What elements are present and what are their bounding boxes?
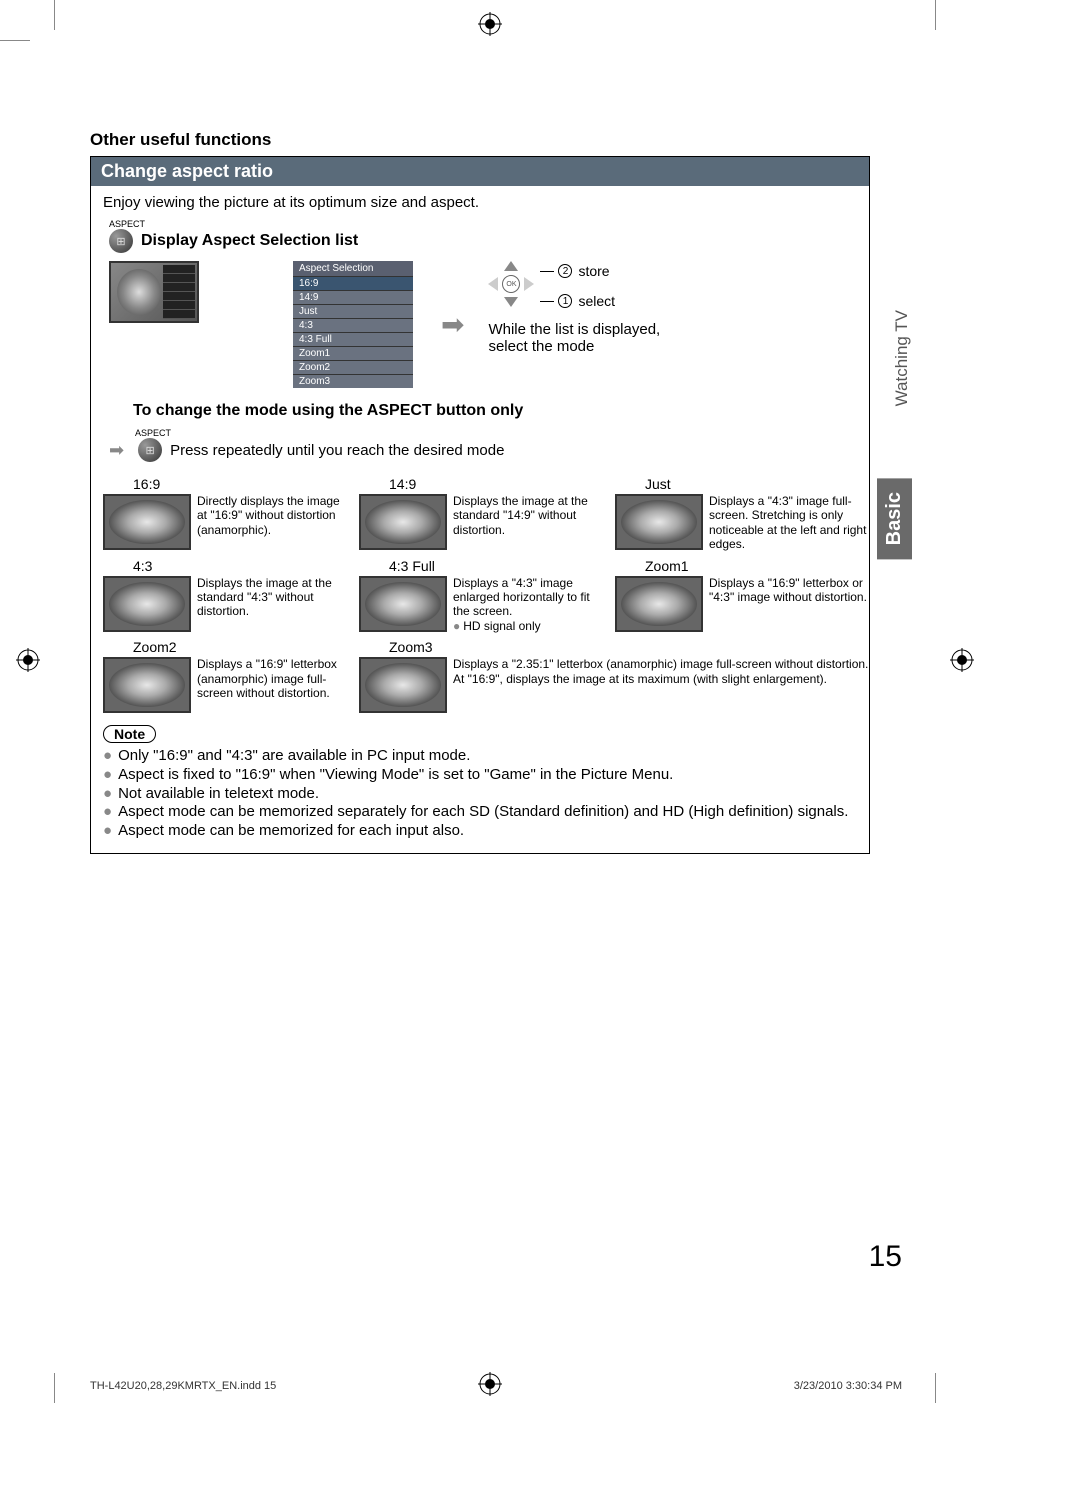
note-label: Note	[103, 725, 156, 743]
step-num: 2	[558, 264, 572, 278]
section-bar: Change aspect ratio	[91, 157, 869, 186]
mode-zoom2: Zoom2 Displays a "16:9" letterbox (anamo…	[103, 639, 353, 713]
mode-thumb	[103, 657, 191, 713]
aspect-label: ASPECT	[109, 219, 857, 229]
mode-thumb	[359, 657, 447, 713]
while-text: While the list is displayed, select the …	[488, 321, 660, 355]
aspect-button-icon: ⊞	[138, 438, 162, 462]
mode-thumb	[615, 576, 703, 632]
aspect-list-item: Zoom2	[293, 360, 413, 374]
aspect-button-icon: ⊞	[109, 229, 133, 253]
change-mode-heading: To change the mode using the ASPECT butt…	[133, 402, 857, 420]
aspect-label: ASPECT	[135, 428, 857, 438]
footer-filename: TH-L42U20,28,29KMRTX_EN.indd 15	[90, 1380, 276, 1392]
step-num: 1	[558, 294, 572, 308]
side-tab-watching: Watching TV	[892, 310, 912, 406]
arrow-icon: ➡	[441, 308, 464, 341]
store-label: store	[578, 263, 609, 279]
mode-thumb	[103, 494, 191, 550]
mode-4-3-full: 4:3 Full Displays a "4:3" image enlarged…	[359, 558, 609, 634]
aspect-list-item: 4:3 Full	[293, 332, 413, 346]
note-list: ●Only "16:9" and "4:3" are available in …	[103, 747, 857, 841]
side-tab-basic: Basic	[877, 478, 912, 559]
registration-mark	[950, 648, 974, 672]
mode-thumb	[359, 494, 447, 550]
section-title: Other useful functions	[90, 130, 870, 150]
aspect-list-item: Zoom1	[293, 346, 413, 360]
dpad-icon: OK	[488, 261, 534, 307]
registration-mark	[478, 1372, 502, 1396]
aspect-list-item: 16:9	[293, 276, 413, 290]
mode-thumb	[615, 494, 703, 550]
mode-4-3: 4:3 Displays the image at the standard "…	[103, 558, 353, 634]
aspect-list-item: 14:9	[293, 290, 413, 304]
intro-text: Enjoy viewing the picture at its optimum…	[103, 194, 857, 211]
mode-16-9: 16:9 Directly displays the image at "16:…	[103, 476, 353, 552]
aspect-list-item: Just	[293, 304, 413, 318]
aspect-list-header: Aspect Selection	[293, 261, 413, 276]
mode-thumb	[359, 576, 447, 632]
mode-zoom3: Zoom3 Displays a "2.35:1" letterbox (ana…	[359, 639, 875, 713]
mode-14-9: 14:9 Displays the image at the standard …	[359, 476, 609, 552]
display-heading: Display Aspect Selection list	[141, 232, 358, 250]
mode-zoom1: Zoom1 Displays a "16:9" letterbox or "4:…	[615, 558, 875, 634]
arrow-icon: ➡	[109, 440, 124, 461]
aspect-selection-list: Aspect Selection 16:9 14:9 Just 4:3 4:3 …	[293, 261, 413, 388]
footer-timestamp: 3/23/2010 3:30:34 PM	[794, 1380, 902, 1392]
registration-mark	[16, 648, 40, 672]
registration-mark	[478, 12, 502, 36]
tv-thumbnail	[109, 261, 199, 323]
aspect-list-item: 4:3	[293, 318, 413, 332]
select-label: select	[578, 293, 615, 309]
content-box: Change aspect ratio Enjoy viewing the pi…	[90, 156, 870, 854]
mode-thumb	[103, 576, 191, 632]
press-text: Press repeatedly until you reach the des…	[170, 442, 504, 459]
aspect-list-item: Zoom3	[293, 374, 413, 388]
page-number: 15	[869, 1240, 902, 1274]
mode-just: Just Displays a "4:3" image full-screen.…	[615, 476, 875, 552]
